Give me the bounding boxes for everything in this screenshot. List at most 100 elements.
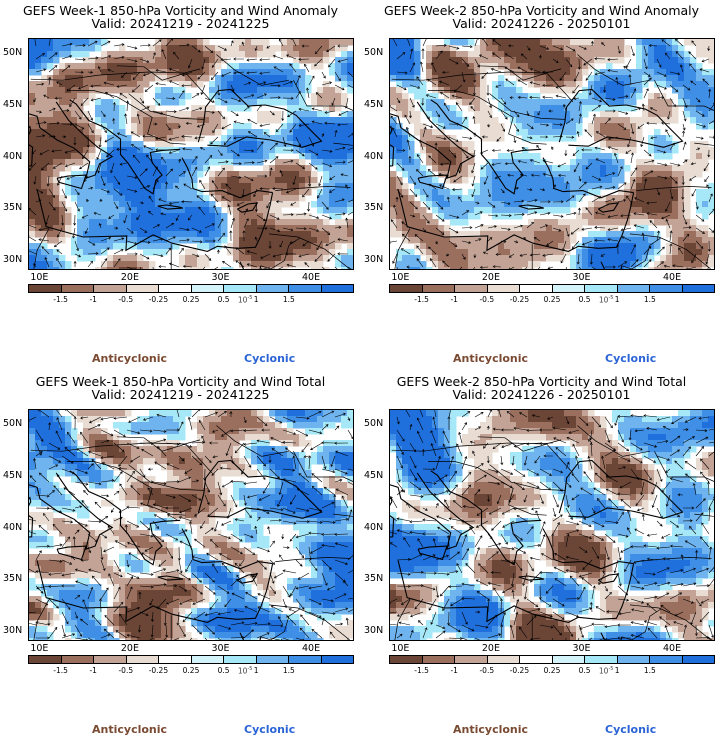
colorbar-tick: -1.5 <box>414 295 429 304</box>
lon-label: 30E <box>211 643 230 654</box>
lon-label: 30E <box>572 272 591 283</box>
vorticity-field <box>390 410 714 640</box>
colorbar-swatch <box>61 656 94 663</box>
colorbar-unit: 10-5 <box>599 666 614 676</box>
lat-label: 40N <box>3 150 23 162</box>
map-panel-w2-total: GEFS Week-2 850-hPa Vorticity and Wind T… <box>361 371 722 742</box>
panel-title: GEFS Week-1 850-hPa Vorticity and Wind A… <box>22 3 339 18</box>
lat-label: 50N <box>3 47 23 59</box>
wind-vectors <box>390 39 714 269</box>
legend-cyclonic: Cyclonic <box>244 352 296 365</box>
colorbar-swatch <box>159 656 192 663</box>
colorbar-tick: -0.25 <box>148 295 169 304</box>
colorbar-swatch <box>29 285 62 292</box>
lat-label: 45N <box>364 470 384 482</box>
legend-cyclonic: Cyclonic <box>605 723 657 736</box>
colorbar-swatch <box>617 656 650 663</box>
colorbar-tick: -1 <box>450 295 458 304</box>
coastlines <box>390 54 714 269</box>
lat-label: 30N <box>3 624 23 636</box>
colorbar-swatch <box>585 285 618 292</box>
lon-label: 40E <box>663 272 682 283</box>
colorbar-tick: -1.5 <box>53 666 68 675</box>
panel-title: GEFS Week-2 850-hPa Vorticity and Wind T… <box>396 374 687 389</box>
colorbar-tick: -0.25 <box>148 666 169 675</box>
panel-valid-dates: Valid: 20241226 - 20250101 <box>452 16 631 31</box>
colorbar-swatch <box>390 656 423 663</box>
colorbar-swatch <box>256 285 289 292</box>
colorbar-swatch <box>682 285 714 292</box>
colorbar-swatch <box>487 285 520 292</box>
lon-label: 20E <box>481 643 500 654</box>
lat-label: 35N <box>3 202 23 214</box>
colorbar-swatch <box>422 285 455 292</box>
colorbar-swatch <box>520 285 553 292</box>
lon-label: 30E <box>211 272 230 283</box>
colorbar-swatch <box>29 656 62 663</box>
lon-label: 20E <box>120 272 139 283</box>
colorbar-tick: -1 <box>89 666 97 675</box>
wind-vectors <box>29 410 353 640</box>
colorbar-tick: 0.5 <box>578 666 591 675</box>
lon-label: 30E <box>572 643 591 654</box>
colorbar-tick: -0.25 <box>509 666 530 675</box>
panel-valid-dates: Valid: 20241226 - 20250101 <box>452 387 631 402</box>
colorbar-unit: 10-5 <box>238 666 253 676</box>
lon-label: 10E <box>391 643 410 654</box>
map-panel-w2-anom: GEFS Week-2 850-hPa Vorticity and Wind A… <box>361 0 722 371</box>
lat-label: 40N <box>364 150 384 162</box>
colorbar-unit-base: 10 <box>598 295 609 305</box>
colorbar-unit-exponent: -5 <box>608 666 614 672</box>
colorbar-swatch <box>224 656 257 663</box>
panel-title: GEFS Week-1 850-hPa Vorticity and Wind T… <box>35 374 326 389</box>
colorbar-swatch <box>224 285 257 292</box>
colorbar-swatch <box>390 285 423 292</box>
colorbar <box>389 284 715 293</box>
colorbar-swatch <box>455 656 488 663</box>
colorbar-tick: 0.5 <box>217 295 230 304</box>
lat-label: 45N <box>364 99 384 111</box>
colorbar-tick: 1.5 <box>643 666 656 675</box>
colorbar-swatch <box>650 285 683 292</box>
wind-vectors <box>29 39 353 269</box>
colorbar <box>28 655 354 664</box>
colorbar <box>28 284 354 293</box>
colorbar-unit-exponent: -5 <box>247 666 253 672</box>
colorbar-swatch <box>520 656 553 663</box>
colorbar-unit-exponent: -5 <box>247 295 253 301</box>
lat-label: 40N <box>3 521 23 533</box>
colorbar-swatch <box>191 285 224 292</box>
colorbar-swatch <box>289 285 322 292</box>
vorticity-map <box>389 409 715 641</box>
colorbar-tick: 0.25 <box>182 666 200 675</box>
lat-label: 45N <box>3 99 23 111</box>
map-panel-w1-anom: GEFS Week-1 850-hPa Vorticity and Wind A… <box>0 0 361 371</box>
colorbar-swatch <box>552 656 585 663</box>
colorbar-tick: 1 <box>614 295 620 304</box>
colorbar-tick: 1 <box>253 666 259 675</box>
colorbar-tick: -0.25 <box>509 295 530 304</box>
colorbar-swatch <box>61 285 94 292</box>
vorticity-field <box>29 410 353 640</box>
colorbar-tick: 1.5 <box>282 666 295 675</box>
lat-label: 35N <box>364 573 384 585</box>
lat-label: 40N <box>364 521 384 533</box>
lon-label: 10E <box>391 272 410 283</box>
map-panel-w1-total: GEFS Week-1 850-hPa Vorticity and Wind T… <box>0 371 361 742</box>
lat-label: 35N <box>364 202 384 214</box>
vorticity-map <box>28 38 354 270</box>
colorbar-swatch <box>487 656 520 663</box>
colorbar-tick: 0.25 <box>543 295 561 304</box>
legend-cyclonic: Cyclonic <box>605 352 657 365</box>
colorbar-unit-base: 10 <box>598 666 609 676</box>
colorbar-swatch <box>455 285 488 292</box>
lat-label: 50N <box>3 418 23 430</box>
lat-label: 30N <box>364 253 384 265</box>
vorticity-map <box>389 38 715 270</box>
colorbar-swatch <box>126 656 159 663</box>
colorbar-unit: 10-5 <box>599 295 614 305</box>
colorbar-tick: 1 <box>253 295 259 304</box>
colorbar-swatch <box>321 285 353 292</box>
lon-label: 20E <box>481 272 500 283</box>
colorbar-swatch <box>617 285 650 292</box>
